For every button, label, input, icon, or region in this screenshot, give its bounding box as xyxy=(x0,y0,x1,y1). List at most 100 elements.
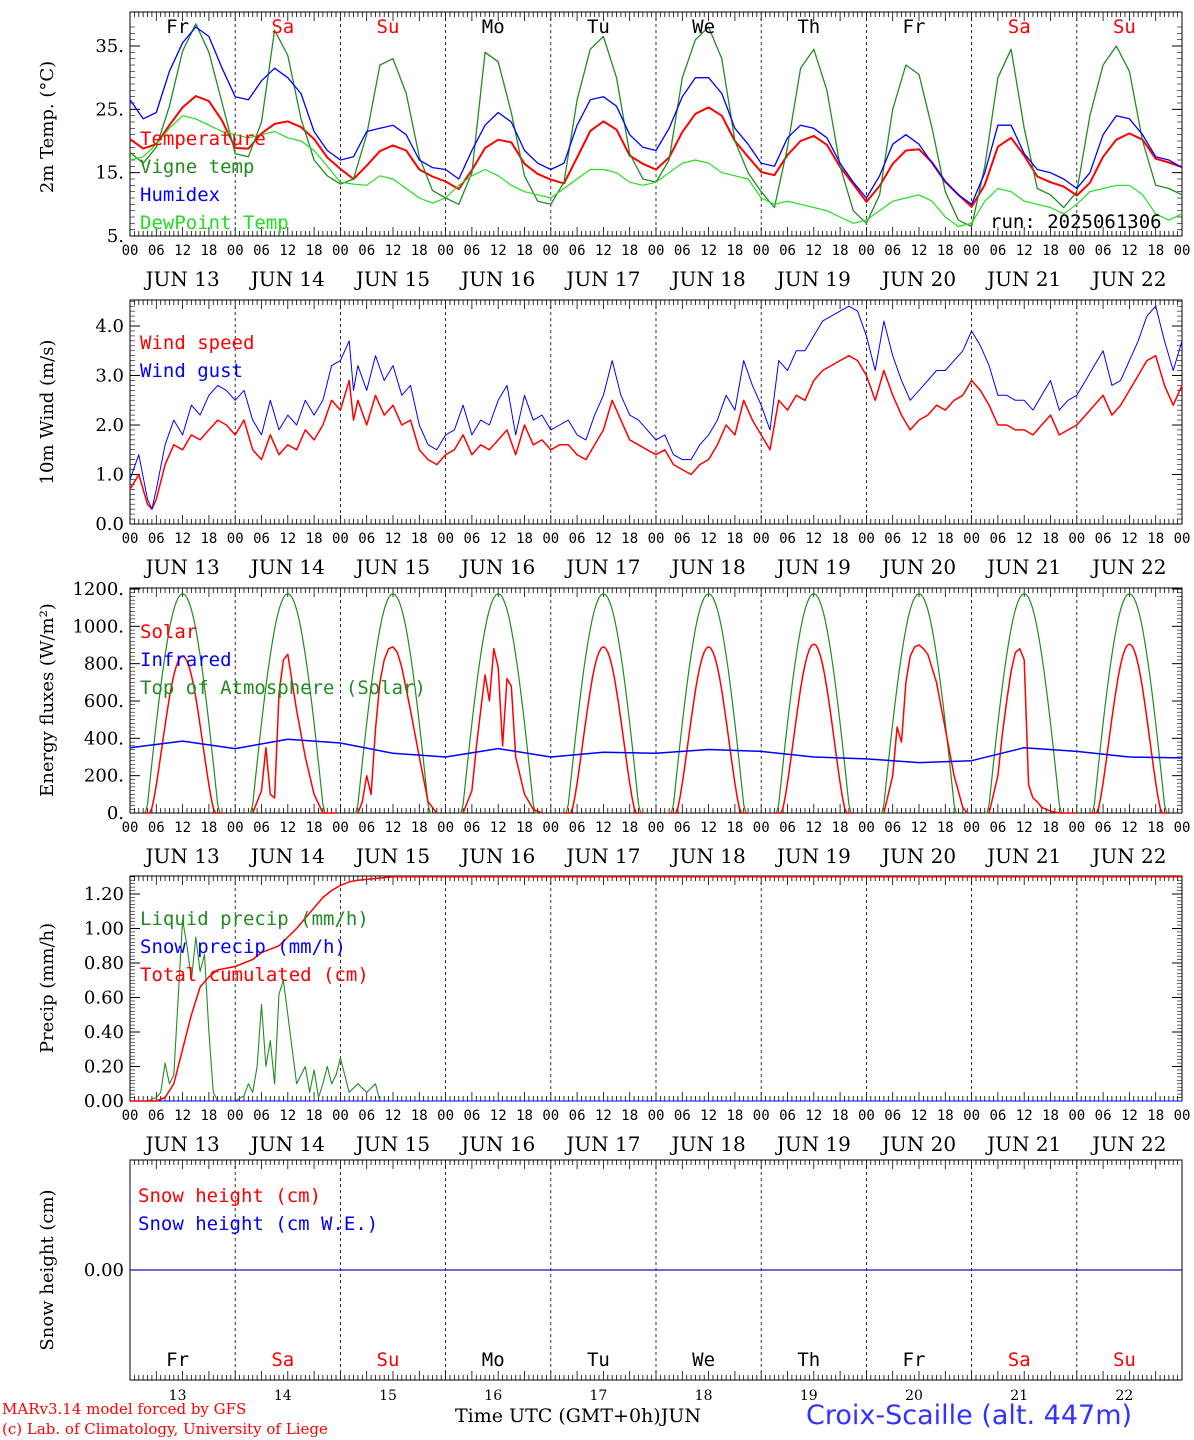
solar-curve xyxy=(462,647,543,814)
hour-tick-label: 06 xyxy=(253,1108,270,1124)
legend-temperature: Temperature xyxy=(140,128,266,150)
y-tick-label: 0.20 xyxy=(84,1057,124,1078)
toa-solar-curve xyxy=(669,593,749,814)
series-liquid-precip-mm-h--line xyxy=(130,919,1182,1102)
y-tick-label: 4.0 xyxy=(95,316,124,337)
y-tick-label: 0.0 xyxy=(95,514,124,535)
run-annotation: run: 2025061306 xyxy=(990,211,1162,233)
hour-tick-label: 12 xyxy=(700,243,717,259)
y-tick-label: 600. xyxy=(84,691,124,712)
day-name-top: Mo xyxy=(482,16,505,38)
hour-tick-label: 06 xyxy=(463,243,480,259)
day-name-top: Sa xyxy=(1008,16,1031,38)
hour-tick-label: 18 xyxy=(832,531,849,547)
hour-tick-label: 06 xyxy=(148,1108,165,1124)
hour-tick-label: 00 xyxy=(1068,1108,1085,1124)
hour-tick-label: 12 xyxy=(174,243,191,259)
hour-tick-label: 06 xyxy=(989,1108,1006,1124)
hour-tick-label: 18 xyxy=(200,820,217,836)
hour-tick-label: 12 xyxy=(911,531,928,547)
hour-tick-label: 12 xyxy=(911,820,928,836)
day-number: 22 xyxy=(1115,1388,1133,1404)
hour-tick-label: 18 xyxy=(621,243,638,259)
hour-tick-label: 18 xyxy=(937,1108,954,1124)
y-axis-label: 2m Temp. (°C) xyxy=(37,61,58,193)
hour-tick-label: 12 xyxy=(490,243,507,259)
toa-solar-curve xyxy=(879,593,959,814)
legend-vigne-temp: Vigne temp xyxy=(140,156,254,178)
date-label: JUN 22 xyxy=(1090,267,1166,291)
hour-tick-label: 06 xyxy=(674,1108,691,1124)
date-label: JUN 15 xyxy=(354,1132,430,1156)
day-name-bottom: Tu xyxy=(587,1349,610,1371)
toa-solar-curve xyxy=(248,593,328,814)
hour-tick-label: 00 xyxy=(122,1108,139,1124)
hour-tick-label: 00 xyxy=(1068,243,1085,259)
hour-tick-label: 12 xyxy=(700,1108,717,1124)
hour-tick-label: 06 xyxy=(148,820,165,836)
hour-tick-label: 18 xyxy=(726,243,743,259)
legend-humidex: Humidex xyxy=(140,184,220,206)
date-label: JUN 16 xyxy=(459,1132,535,1156)
hour-tick-label: 00 xyxy=(963,820,980,836)
y-tick-label: 2.0 xyxy=(95,415,124,436)
hour-tick-label: 18 xyxy=(726,1108,743,1124)
solar-curve xyxy=(564,646,643,814)
solar-curve xyxy=(252,653,336,814)
day-number: 18 xyxy=(695,1388,713,1404)
day-name-bottom: Fr xyxy=(166,1349,189,1371)
day-number: 20 xyxy=(905,1388,923,1404)
legend-infrared: Infrared xyxy=(140,649,232,671)
legend-snow-height-cm-: Snow height (cm) xyxy=(138,1185,321,1207)
hour-tick-label: 18 xyxy=(1042,243,1059,259)
date-label: JUN 16 xyxy=(459,555,535,579)
day-name-bottom: Su xyxy=(1113,1349,1136,1371)
date-label: JUN 18 xyxy=(670,555,746,579)
legend-liquid-precip-mm-h-: Liquid precip (mm/h) xyxy=(140,908,369,930)
hour-tick-label: 18 xyxy=(516,243,533,259)
hour-tick-label: 06 xyxy=(989,243,1006,259)
y-tick-label: 3.0 xyxy=(95,366,124,387)
date-label: JUN 16 xyxy=(459,267,535,291)
hour-tick-label: 00 xyxy=(1174,820,1191,836)
day-number: 19 xyxy=(800,1388,818,1404)
hour-tick-label: 06 xyxy=(463,531,480,547)
hour-tick-label: 06 xyxy=(358,820,375,836)
hour-tick-label: 06 xyxy=(253,820,270,836)
day-name-top: Su xyxy=(377,16,400,38)
hour-tick-label: 00 xyxy=(753,531,770,547)
date-label: JUN 14 xyxy=(249,1132,325,1156)
hour-tick-label: 18 xyxy=(1042,1108,1059,1124)
legend-solar: Solar xyxy=(140,621,197,643)
hour-tick-label: 12 xyxy=(805,1108,822,1124)
date-label: JUN 21 xyxy=(985,1132,1061,1156)
hour-tick-label: 12 xyxy=(490,1108,507,1124)
solar-curve xyxy=(357,646,438,814)
day-name-bottom: Fr xyxy=(903,1349,926,1371)
hour-tick-label: 00 xyxy=(1174,531,1191,547)
hour-tick-label: 12 xyxy=(805,820,822,836)
series-total-cumulated-cm--line xyxy=(130,876,1182,1102)
hour-tick-label: 00 xyxy=(227,1108,244,1124)
hour-tick-label: 12 xyxy=(1121,531,1138,547)
date-label: JUN 21 xyxy=(985,555,1061,579)
date-label: JUN 19 xyxy=(775,267,851,291)
hour-tick-label: 00 xyxy=(753,820,770,836)
hour-tick-label: 00 xyxy=(542,820,559,836)
hour-tick-label: 06 xyxy=(1095,1108,1112,1124)
date-label: JUN 17 xyxy=(564,844,640,868)
date-label: JUN 15 xyxy=(354,555,430,579)
day-number: 17 xyxy=(589,1388,607,1404)
x-axis-month: JUN xyxy=(660,1405,701,1427)
hour-tick-label: 00 xyxy=(753,1108,770,1124)
hour-tick-label: 06 xyxy=(358,1108,375,1124)
hour-tick-label: 00 xyxy=(648,1108,665,1124)
hour-tick-label: 06 xyxy=(1095,243,1112,259)
solar-curve xyxy=(1089,643,1169,814)
hour-tick-label: 18 xyxy=(1147,531,1164,547)
hour-tick-label: 12 xyxy=(595,1108,612,1124)
hour-tick-label: 00 xyxy=(963,243,980,259)
day-name-top: Fr xyxy=(903,16,926,38)
series-wind-speed-line xyxy=(129,354,1183,510)
